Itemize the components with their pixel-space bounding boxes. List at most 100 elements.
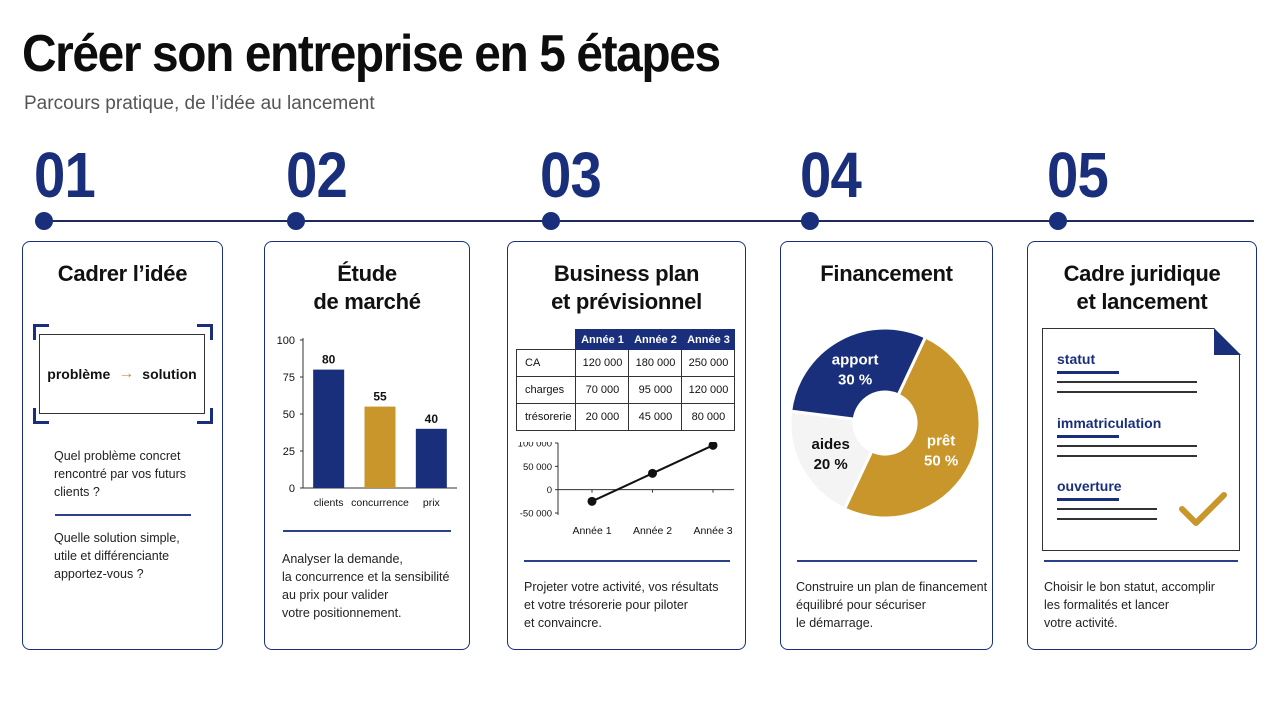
desc-line: le démarrage. <box>796 616 874 630</box>
timeline-dot-05 <box>1049 212 1067 230</box>
desc-line: Choisir le bon statut, accomplir <box>1044 580 1215 594</box>
doc-line <box>1057 381 1197 383</box>
bar-concurrence <box>364 406 396 488</box>
table-cell: 80 000 <box>681 403 736 431</box>
table-cell: 45 000 <box>628 403 683 431</box>
table-cell: 20 000 <box>575 403 630 431</box>
page-title: Créer son entreprise en 5 étapes <box>22 25 721 83</box>
data-label: 80 <box>322 353 336 367</box>
table-header-row: Année 1 Année 2 Année 3 <box>517 329 736 350</box>
market-bar-chart: 0 25 50 75 100 80 clients 55 concurrence 40 prix <box>277 335 457 509</box>
frame-corner-br <box>197 408 213 424</box>
title-line: Financement <box>820 261 953 286</box>
separator <box>797 560 977 562</box>
bar-clients <box>313 369 345 488</box>
data-label: 55 <box>373 390 387 404</box>
separator <box>55 514 191 516</box>
desc-line: Construire un plan de financement <box>796 580 988 594</box>
table-cell: 120 000 <box>681 376 736 404</box>
row-label: CA <box>515 349 577 377</box>
doc-line <box>1057 508 1157 510</box>
table-corner <box>517 330 576 350</box>
slice-label: prêt <box>927 432 955 449</box>
x-tick-label: Année 3 <box>693 525 732 537</box>
x-tick-label: Année 1 <box>572 525 611 537</box>
desc-line: et convaincre. <box>524 616 602 630</box>
slice-label: apport <box>832 352 879 369</box>
desc-line: Projeter votre activité, vos résultats <box>524 580 719 594</box>
timeline-dot-01 <box>35 212 53 230</box>
x-tick-label: clients <box>314 497 344 509</box>
desc-line: les formalités et lancer <box>1044 598 1170 612</box>
table-row: trésorerie 20 000 45 000 80 000 <box>515 403 736 431</box>
slice-label: aides <box>811 436 849 453</box>
row-label: trésorerie <box>515 403 577 431</box>
table-header: Année 1 <box>575 329 630 350</box>
step-title-05: Cadre juridique et lancement <box>1028 260 1256 316</box>
desc-line: et votre trésorerie pour piloter <box>524 598 688 612</box>
frame-corner-bl <box>33 408 49 424</box>
doc-line <box>1057 445 1197 447</box>
step-card-02: Étude de marché 0 25 50 75 100 80 clients 55 con… <box>264 241 470 650</box>
table-cell: 250 000 <box>681 349 736 377</box>
forecast-table: Année 1 Année 2 Année 3 CA 120 000 180 0… <box>515 329 736 431</box>
bar-prix <box>415 428 447 488</box>
step-number-01: 01 <box>34 139 96 211</box>
y-tick-label: 0 <box>547 485 552 496</box>
desc-line: votre activité. <box>1044 616 1118 630</box>
step-desc-02: Analyser la demande, la concurrence et l… <box>282 550 449 622</box>
slice-percent: 20 % <box>814 456 848 473</box>
title-line: Étude <box>337 261 397 286</box>
y-tick-label: 75 <box>283 372 295 384</box>
step-desc-05: Choisir le bon statut, accomplir les for… <box>1044 578 1215 632</box>
y-tick-label: 50 000 <box>523 462 552 473</box>
question-solution: Quelle solution simple, utile et différe… <box>54 529 180 583</box>
desc-line: clients ? <box>54 485 100 499</box>
doc-underline <box>1057 435 1119 438</box>
doc-item-ouverture: ouverture <box>1057 478 1122 494</box>
data-point <box>648 468 657 478</box>
step-title-02: Étude de marché <box>265 260 469 316</box>
slice-prêt <box>842 335 982 520</box>
table-cell: 95 000 <box>628 376 683 404</box>
table-row: charges 70 000 95 000 120 000 <box>515 376 736 404</box>
step-number-04: 04 <box>800 139 862 211</box>
step-desc-04: Construire un plan de financement équili… <box>796 578 987 632</box>
data-point <box>587 496 597 506</box>
slice-aides <box>788 409 874 511</box>
timeline-line <box>44 220 1254 222</box>
step-card-05: Cadre juridique et lancement statut imma… <box>1027 241 1257 650</box>
doc-line <box>1057 455 1197 457</box>
slice-percent: 30 % <box>838 372 872 389</box>
table-cell: 180 000 <box>628 349 683 377</box>
doc-line <box>1057 518 1157 520</box>
table-cell: 120 000 <box>575 349 630 377</box>
y-tick-label: 100 <box>277 335 295 347</box>
problem-solution-box: problème → solution <box>39 334 205 414</box>
solution-label: solution <box>142 366 197 382</box>
timeline-dot-02 <box>287 212 305 230</box>
page-fold-icon <box>1213 327 1241 355</box>
step-number-02: 02 <box>286 139 348 211</box>
step-desc-03: Projeter votre activité, vos résultats e… <box>524 578 719 632</box>
data-point <box>708 442 718 450</box>
x-tick-label: concurrence <box>351 497 409 509</box>
y-tick-label: -50 000 <box>520 509 552 520</box>
doc-underline <box>1057 371 1119 374</box>
title-line: et lancement <box>1076 289 1208 314</box>
y-tick-label: 0 <box>289 483 295 495</box>
legal-document-icon: statut immatriculation ouverture <box>1042 327 1241 551</box>
question-problem: Quel problème concret rencontré par vos … <box>54 447 186 501</box>
frame-corner-tr <box>197 324 213 340</box>
desc-line: utile et différenciante <box>54 549 170 563</box>
step-title-04: Financement <box>781 260 992 288</box>
slice-apport <box>789 326 928 421</box>
timeline-dot-04 <box>801 212 819 230</box>
y-tick-label: 100 000 <box>518 442 552 450</box>
frame-corner-tl <box>33 324 49 340</box>
desc-line: équilibré pour sécuriser <box>796 598 926 612</box>
forecast-line-chart: -50 000 0 50 000 100 000 Année 1 Année 2 Année… <box>518 442 734 537</box>
step-title-03: Business plan et prévisionnel <box>508 260 745 316</box>
financing-donut-chart: prêt 50 % aides 20 % apport 30 % <box>788 326 982 520</box>
checkmark-icon <box>1179 492 1227 526</box>
